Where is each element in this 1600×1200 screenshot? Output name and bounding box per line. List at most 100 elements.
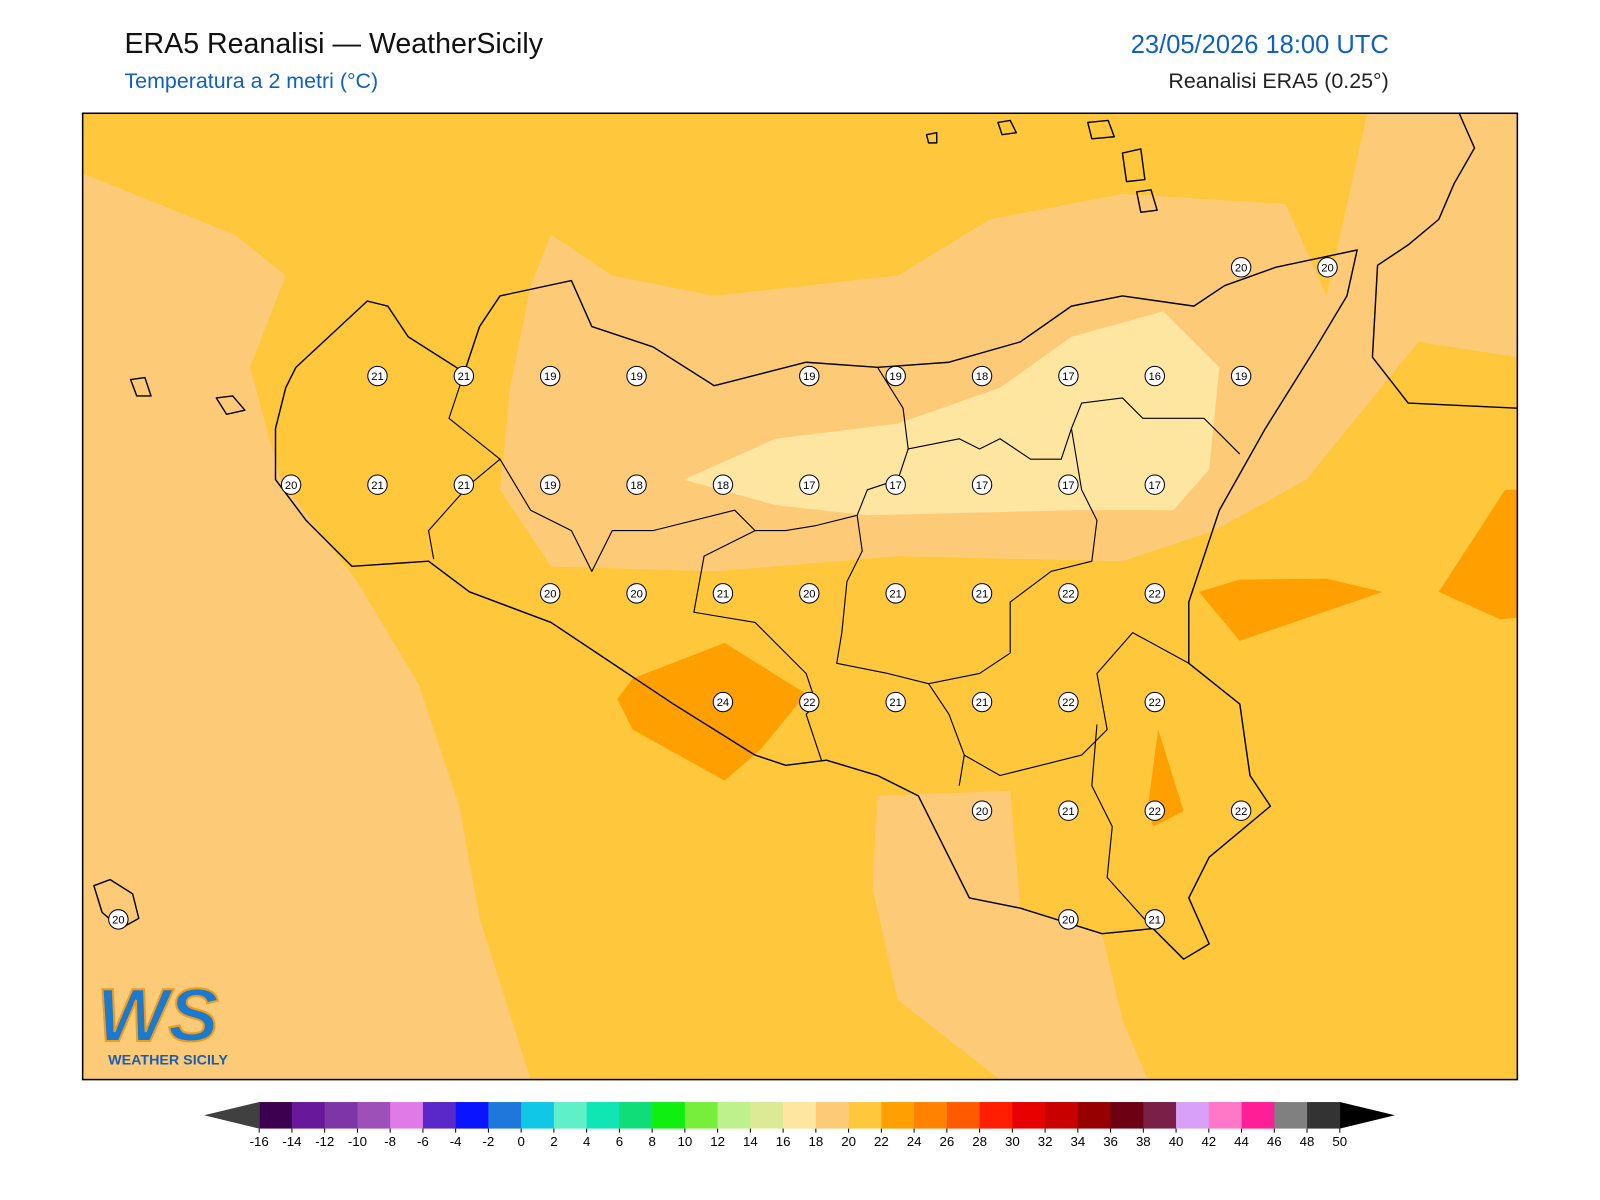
colorbar-tick-label: 32 xyxy=(1038,1134,1053,1149)
grid-point xyxy=(367,365,388,387)
grid-value: 21 xyxy=(717,588,729,600)
grid-value: 19 xyxy=(1235,371,1247,383)
grid-value: 17 xyxy=(1062,480,1074,492)
grid-value: 21 xyxy=(371,480,383,492)
colorbar-tick-label: 16 xyxy=(776,1134,791,1149)
colorbar-tick-label: 0 xyxy=(517,1134,524,1149)
colorbar-over xyxy=(1339,1102,1395,1129)
grid-point xyxy=(1144,909,1165,930)
grid-value: 22 xyxy=(803,697,815,709)
grid-point xyxy=(885,583,906,604)
grid-point xyxy=(885,691,906,713)
grid-value: 22 xyxy=(1149,697,1161,709)
grid-point xyxy=(1058,800,1079,821)
grid-point xyxy=(367,474,388,495)
colorbar: -16 -14 -12 -10 -8 -6 -4 -2 0 2 4 6 8 10 12 14 16 18 20 22 2… xyxy=(204,1102,1395,1149)
colorbar-tick-label: 14 xyxy=(743,1134,758,1149)
map-frame xyxy=(81,112,1519,1081)
grid-point xyxy=(626,474,647,495)
grid-value: 21 xyxy=(371,371,383,383)
colorbar-tick-label: 30 xyxy=(1005,1134,1020,1149)
colorbar-bin xyxy=(357,1102,391,1129)
colorbar-bin xyxy=(684,1102,718,1129)
grid-point xyxy=(1058,909,1079,930)
grid-point xyxy=(108,909,129,930)
grid-value: 19 xyxy=(803,371,815,383)
grid-value: 21 xyxy=(1149,914,1161,926)
grid-value: 17 xyxy=(889,480,901,492)
colorbar-bin xyxy=(914,1102,948,1129)
grid-value: 18 xyxy=(976,371,988,383)
grid-value: 21 xyxy=(976,588,988,600)
colorbar-bin xyxy=(652,1102,686,1129)
grid-value: 16 xyxy=(1149,371,1161,383)
colorbar-tick-label: 34 xyxy=(1070,1134,1085,1149)
map-area xyxy=(82,113,1518,1080)
grid-point xyxy=(885,365,906,387)
colorbar-tick-label: -8 xyxy=(384,1134,396,1149)
colorbar-bin xyxy=(1274,1102,1308,1129)
colorbar-tick-label: 44 xyxy=(1234,1134,1249,1149)
colorbar-bin xyxy=(1307,1102,1341,1129)
coastline xyxy=(274,249,1358,960)
grid-value: 17 xyxy=(976,480,988,492)
logo-mark: WS xyxy=(97,974,219,1058)
field xyxy=(1438,489,1518,620)
grid-point xyxy=(1230,365,1252,387)
grid-value: 20 xyxy=(803,588,815,600)
field xyxy=(617,642,807,781)
grid-point xyxy=(1230,257,1252,278)
colorbar-tick-label: 36 xyxy=(1103,1134,1118,1149)
colorbar-bin xyxy=(291,1102,325,1129)
colorbar-tick-label: 18 xyxy=(808,1134,823,1149)
grid-point xyxy=(712,474,734,495)
grid-value: 19 xyxy=(630,371,642,383)
colorbar-tick-label: 6 xyxy=(616,1134,623,1149)
subtitle: Temperatura a 2 metri (°C) xyxy=(124,69,378,93)
grid-value: 17 xyxy=(803,480,815,492)
grid-value: 20 xyxy=(112,914,124,926)
grid-point xyxy=(626,583,647,604)
colorbar-bin xyxy=(1012,1102,1046,1129)
datetime: 23/05/2026 18:00 UTC xyxy=(1131,31,1389,59)
colorbar-bin xyxy=(553,1102,587,1129)
grid-value: 21 xyxy=(889,697,901,709)
colorbar-bin xyxy=(946,1102,980,1129)
colorbar-tick-label: 42 xyxy=(1201,1134,1216,1149)
grid-value: 21 xyxy=(889,588,901,600)
grid-point xyxy=(971,691,993,713)
grid-value: 18 xyxy=(717,480,729,492)
grid-point xyxy=(453,474,475,495)
colorbar-bin xyxy=(1045,1102,1079,1129)
field xyxy=(82,173,531,1080)
colorbar-bin xyxy=(717,1102,751,1129)
grid-point xyxy=(971,800,993,821)
grid-point xyxy=(885,474,906,495)
colorbar-bin xyxy=(1176,1102,1210,1129)
colorbar-bin xyxy=(1241,1102,1275,1129)
grid-value: 19 xyxy=(544,371,556,383)
logo: WS WEATHER SICILY xyxy=(96,973,228,1068)
grid-value: 20 xyxy=(630,588,642,600)
grid-point xyxy=(1058,365,1079,387)
colorbar-bin xyxy=(324,1102,358,1129)
colorbar-bin xyxy=(1208,1102,1242,1129)
grid-point xyxy=(799,474,820,495)
colorbar-bin xyxy=(455,1102,489,1129)
grid-point xyxy=(712,583,734,604)
colorbar-bin xyxy=(390,1102,424,1129)
colorbar-tick-label: -6 xyxy=(417,1134,429,1149)
grid-value: 20 xyxy=(1321,262,1333,274)
grid-value: 22 xyxy=(1235,806,1247,818)
colorbar-tick-label: 12 xyxy=(710,1134,725,1149)
colorbar-tick-label: -10 xyxy=(348,1134,367,1149)
colorbar-tick-label: 2 xyxy=(550,1134,557,1149)
grid-value: 22 xyxy=(1062,588,1074,600)
colorbar-tick-label: 38 xyxy=(1136,1134,1151,1149)
grid-value: 21 xyxy=(458,480,470,492)
colorbar-tick-label: -16 xyxy=(250,1134,269,1149)
colorbar-tick-label: 28 xyxy=(972,1134,987,1149)
grid-point xyxy=(453,365,475,387)
grid-point xyxy=(540,365,561,387)
